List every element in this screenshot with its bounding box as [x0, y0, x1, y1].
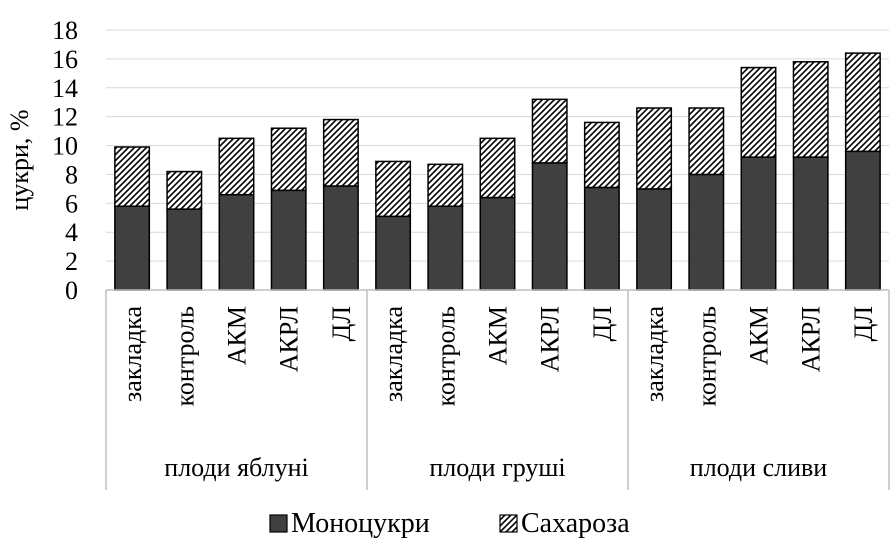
bar-sucrose	[479, 137, 516, 199]
legend-swatch-sucrose	[499, 514, 518, 533]
x-category-label: контроль	[170, 306, 199, 407]
bar-sucrose	[792, 61, 829, 158]
bar-monosugars	[375, 215, 412, 291]
bar-monosugars	[688, 173, 725, 291]
bar-monosugars	[270, 189, 307, 291]
bars	[114, 52, 881, 291]
bar-sucrose	[688, 107, 725, 176]
x-category-label: АКМ	[484, 306, 513, 365]
bar-monosugars	[531, 162, 568, 291]
x-category-label: закладка	[118, 306, 147, 402]
bar-sucrose	[322, 118, 359, 187]
bar-monosugars	[583, 186, 620, 291]
bar-sucrose	[583, 121, 620, 189]
bar-monosugars	[479, 196, 516, 291]
x-category-label: АКРЛ	[797, 306, 826, 372]
bar-sucrose	[270, 127, 307, 192]
x-category-label: ДЛ	[327, 306, 356, 341]
y-tick-label: 0	[65, 276, 78, 305]
group-label: плоди яблуні	[164, 453, 308, 482]
bar-monosugars	[792, 156, 829, 291]
y-tick-label: 2	[65, 247, 78, 276]
x-category-label: ДЛ	[588, 306, 617, 341]
legend-label-monosugars: Моноцукри	[291, 508, 430, 539]
bar-sucrose	[636, 107, 673, 190]
y-tick-label: 18	[52, 16, 78, 45]
bar-monosugars	[114, 205, 151, 291]
x-category-label: АКМ	[223, 306, 252, 365]
group-label: плоди груші	[429, 453, 565, 482]
bar-monosugars	[218, 193, 255, 291]
y-tick-label: 10	[52, 132, 78, 161]
x-category-label: ДЛ	[849, 306, 878, 341]
bar-sucrose	[166, 170, 203, 210]
bar-sucrose	[844, 52, 881, 153]
legend-swatch-monosugars	[269, 514, 288, 533]
bar-sucrose	[740, 66, 777, 158]
x-category-label: контроль	[692, 306, 721, 407]
y-tick-label: 16	[52, 45, 78, 74]
y-axis-title: цукри, %	[5, 109, 34, 210]
bar-monosugars	[844, 150, 881, 291]
bar-monosugars	[427, 205, 464, 291]
legend: Моноцукри Сахароза	[269, 508, 630, 539]
bar-sucrose	[114, 146, 151, 207]
bar-sucrose	[218, 137, 255, 196]
x-category-label: АКМ	[745, 306, 774, 365]
bar-monosugars	[636, 188, 673, 291]
bar-monosugars	[166, 208, 203, 291]
x-category-label: закладка	[640, 306, 669, 402]
y-tick-label: 4	[65, 218, 78, 247]
group-label: плоди сливи	[690, 453, 827, 482]
bar-monosugars	[322, 185, 359, 291]
bar-sucrose	[427, 163, 464, 207]
bar-monosugars	[740, 156, 777, 291]
x-category-label: контроль	[431, 306, 460, 407]
y-tick-label: 6	[65, 189, 78, 218]
y-tick-label: 14	[52, 74, 78, 103]
bar-sucrose	[375, 160, 412, 218]
x-category-label: АКРЛ	[275, 306, 304, 372]
legend-label-sucrose: Сахароза	[521, 508, 630, 539]
y-tick-label: 12	[52, 103, 78, 132]
y-tick-label: 8	[65, 160, 78, 189]
bar-sucrose	[531, 98, 568, 164]
x-category-label: АКРЛ	[536, 306, 565, 372]
x-category-label: закладка	[379, 306, 408, 402]
axes	[105, 289, 890, 490]
